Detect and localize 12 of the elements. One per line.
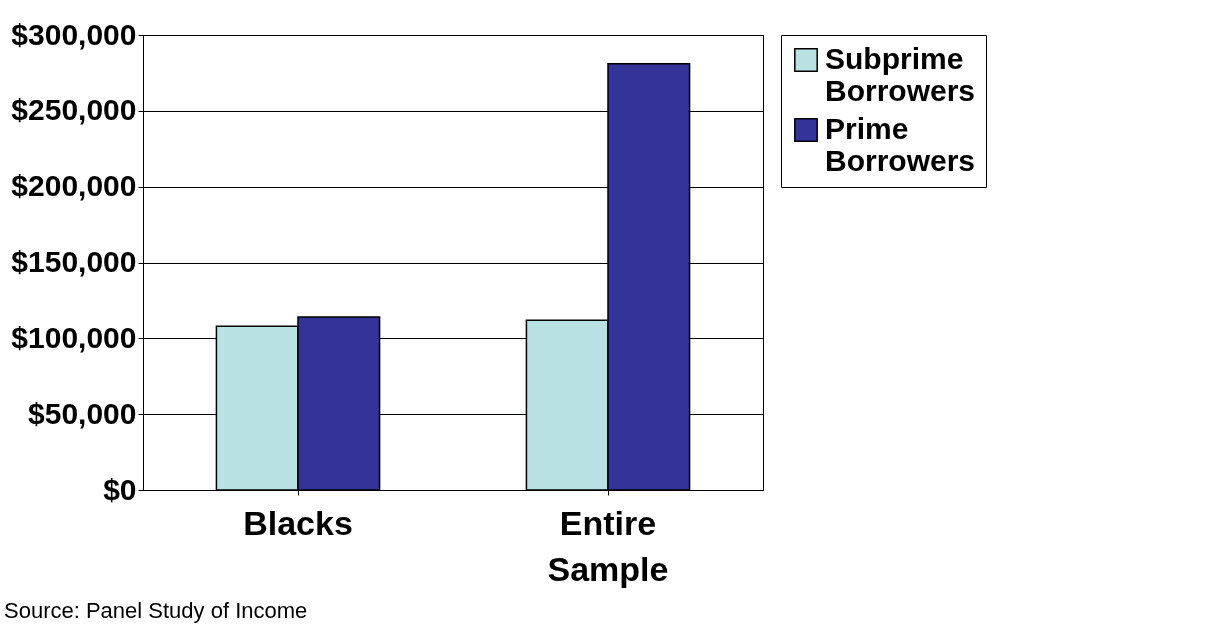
y-tick-label: $200,000 [11, 169, 137, 203]
y-tick-label: $50,000 [28, 396, 137, 430]
x-tick-label: Blacks [243, 503, 353, 542]
source-note: Source: Panel Study of Income [4, 598, 308, 624]
legend-label: Subprime Borrowers [825, 42, 976, 107]
legend-label: Prime Borrowers [825, 112, 976, 177]
x-tick-label: Entire Sample [547, 503, 669, 588]
y-tick-label: $100,000 [11, 320, 137, 354]
y-tick-label: $150,000 [11, 245, 137, 278]
y-tick-label: $300,000 [11, 17, 137, 51]
y-tick-label: $0 [103, 472, 137, 506]
y-tick-label: $250,000 [11, 93, 137, 127]
